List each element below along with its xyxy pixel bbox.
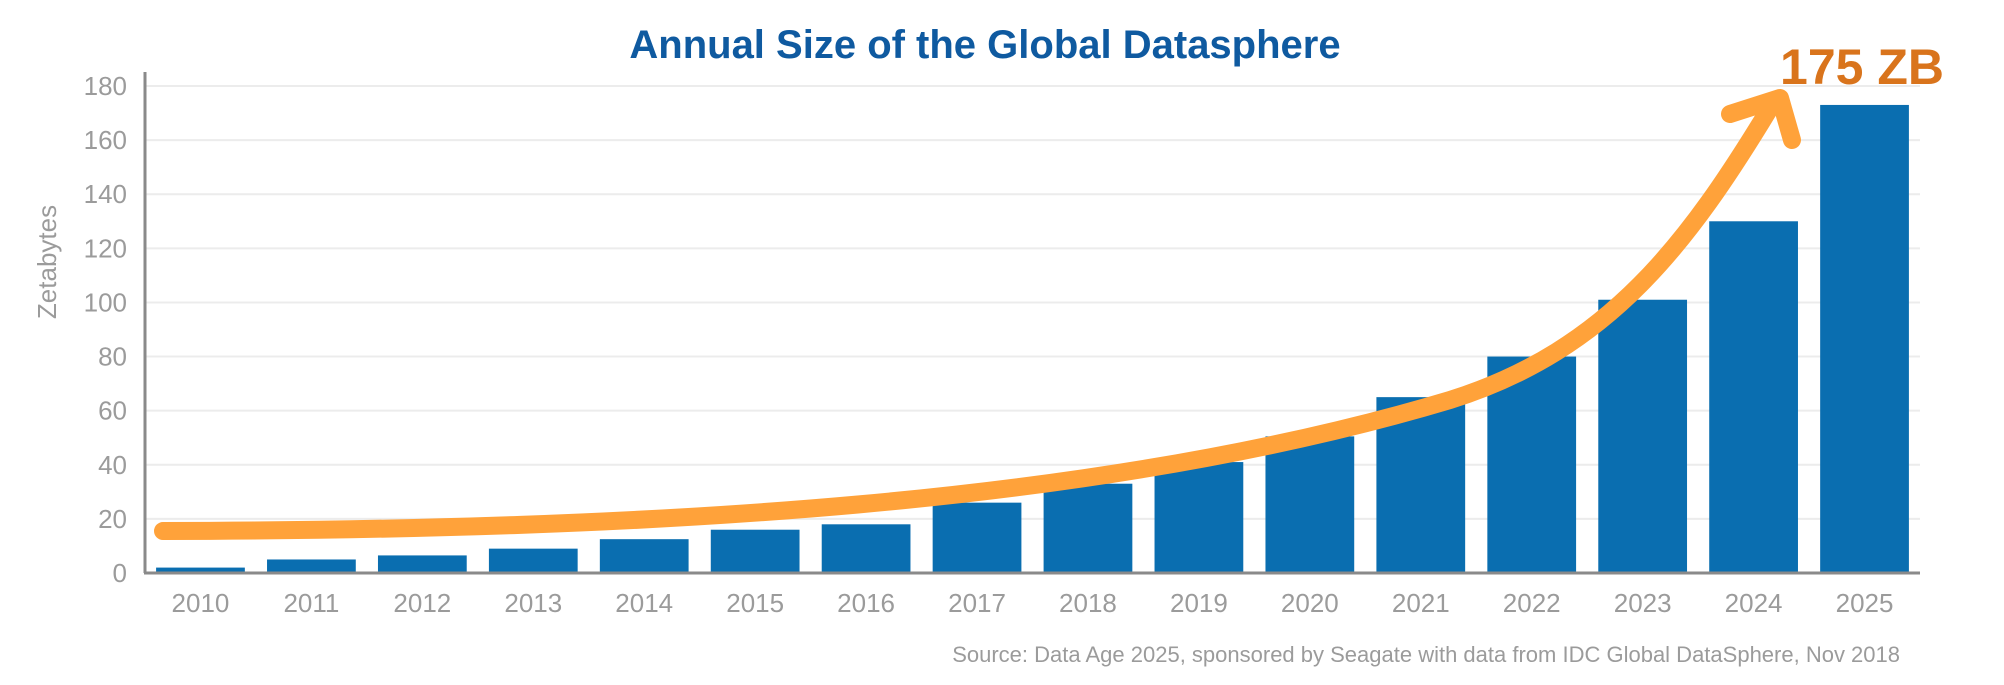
y-tick-label: 140: [84, 179, 127, 209]
x-tick-label: 2011: [283, 588, 339, 618]
bar-2019: [1154, 462, 1244, 573]
y-axis-label: Zetabytes: [32, 205, 62, 319]
x-tick-label: 2022: [1503, 588, 1561, 618]
bar-2013: [488, 548, 578, 573]
bars: [156, 104, 1909, 573]
growth-arrow-curve: [154, 99, 1779, 540]
axes: [143, 72, 1920, 575]
x-tick-label: 2012: [393, 588, 451, 618]
y-tick-label: 60: [98, 396, 127, 426]
bar-2011: [267, 559, 356, 573]
y-tick-label: 160: [84, 125, 127, 155]
x-tick-label: 2025: [1836, 588, 1894, 618]
total-callout-label: 175 ZB: [1780, 39, 1944, 95]
growth-arrow: [154, 89, 1801, 540]
growth-arrow-head: [1721, 89, 1801, 149]
bar-2021: [1376, 397, 1466, 573]
x-tick-label: 2013: [504, 588, 562, 618]
source-note: Source: Data Age 2025, sponsored by Seag…: [952, 642, 1900, 667]
bar-2022: [1487, 356, 1577, 573]
x-tick-label: 2010: [172, 588, 230, 618]
bar-2014: [599, 539, 689, 573]
y-tick-labels: 0 20 40 60 80 100 120 140 160 180: [84, 71, 127, 588]
x-tick-label: 2020: [1281, 588, 1339, 618]
y-tick-label: 0: [113, 558, 127, 588]
x-tick-label: 2018: [1059, 588, 1117, 618]
x-tick-label: 2016: [837, 588, 895, 618]
bar-2010: [156, 567, 245, 573]
chart-title: Annual Size of the Global Datasphere: [629, 23, 1340, 67]
x-tick-label: 2023: [1614, 588, 1672, 618]
bar-2024: [1709, 221, 1798, 573]
y-tick-label: 20: [98, 504, 127, 534]
x-tick-label: 2014: [615, 588, 673, 618]
bar-2020: [1265, 436, 1355, 573]
x-tick-label: 2019: [1170, 588, 1228, 618]
y-tick-label: 120: [84, 233, 127, 263]
x-tick-labels: 2010 2011 2012 2013 2014 2015 2016 2017 2018 2019…: [172, 588, 1894, 618]
bar-2018: [1043, 483, 1133, 573]
y-tick-label: 100: [84, 287, 127, 317]
bar-2012: [377, 555, 467, 573]
x-tick-label: 2021: [1392, 588, 1450, 618]
y-tick-label: 80: [98, 342, 127, 372]
bar-2015: [710, 529, 800, 573]
x-tick-label: 2024: [1725, 588, 1783, 618]
gridlines: [145, 85, 1920, 520]
bar-2017: [932, 502, 1022, 573]
y-tick-label: 40: [98, 450, 127, 480]
x-tick-label: 2015: [726, 588, 784, 618]
bar-2023: [1598, 299, 1688, 573]
bar-2016: [821, 524, 911, 573]
y-tick-label: 180: [84, 71, 127, 101]
x-tick-label: 2017: [948, 588, 1006, 618]
bar-2025: [1820, 104, 1909, 573]
